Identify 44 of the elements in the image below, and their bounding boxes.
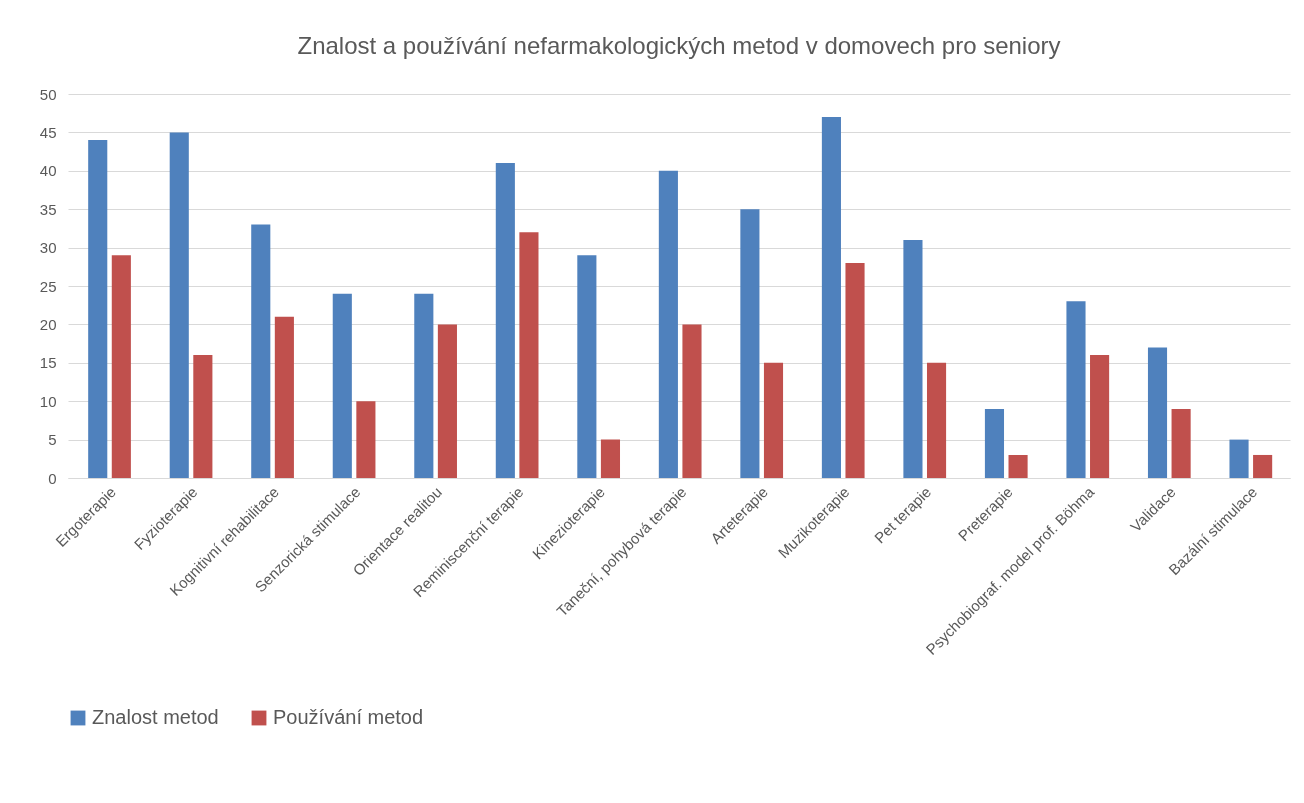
bar (984, 408, 1005, 478)
y-tick-label: 25 (39, 277, 57, 295)
y-tick-label: 5 (48, 431, 57, 449)
y-tick-label: 40 (39, 162, 57, 180)
bar (1171, 408, 1191, 478)
y-tick-label: 10 (39, 392, 57, 410)
bar (88, 140, 108, 478)
bar (763, 362, 784, 478)
bar (251, 224, 271, 478)
y-tick-label: 30 (39, 239, 57, 257)
bar (519, 232, 539, 478)
bar (1008, 454, 1028, 478)
y-tick-label: 0 (48, 469, 57, 487)
bar (332, 293, 352, 478)
bar (903, 239, 923, 478)
bar (740, 209, 760, 478)
y-tick-label: 35 (39, 200, 57, 218)
bar (821, 117, 841, 478)
bar (845, 262, 865, 478)
legend-label: Používání metod (273, 706, 424, 728)
chart-title: Znalost a používání nefarmakologických metod v domovech pro seniory (297, 32, 1061, 59)
bar (1253, 454, 1273, 478)
bar (437, 324, 457, 478)
bar (495, 163, 515, 478)
bar (1229, 439, 1249, 478)
bar (926, 362, 947, 478)
legend-label: Znalost metod (92, 706, 219, 728)
bar (111, 255, 131, 478)
bar (193, 355, 213, 478)
bar (600, 439, 621, 478)
bar (414, 293, 434, 478)
bar (577, 255, 597, 478)
y-tick-label: 20 (39, 315, 57, 333)
bar (658, 170, 678, 478)
bar (1090, 355, 1110, 478)
bar (169, 132, 189, 478)
bar (682, 324, 702, 478)
y-tick-label: 15 (39, 354, 57, 372)
bar (1147, 347, 1168, 478)
bar (274, 316, 294, 478)
y-tick-label: 50 (39, 85, 57, 103)
bar (1066, 301, 1086, 478)
bar (356, 401, 376, 478)
y-tick-label: 45 (39, 123, 57, 141)
